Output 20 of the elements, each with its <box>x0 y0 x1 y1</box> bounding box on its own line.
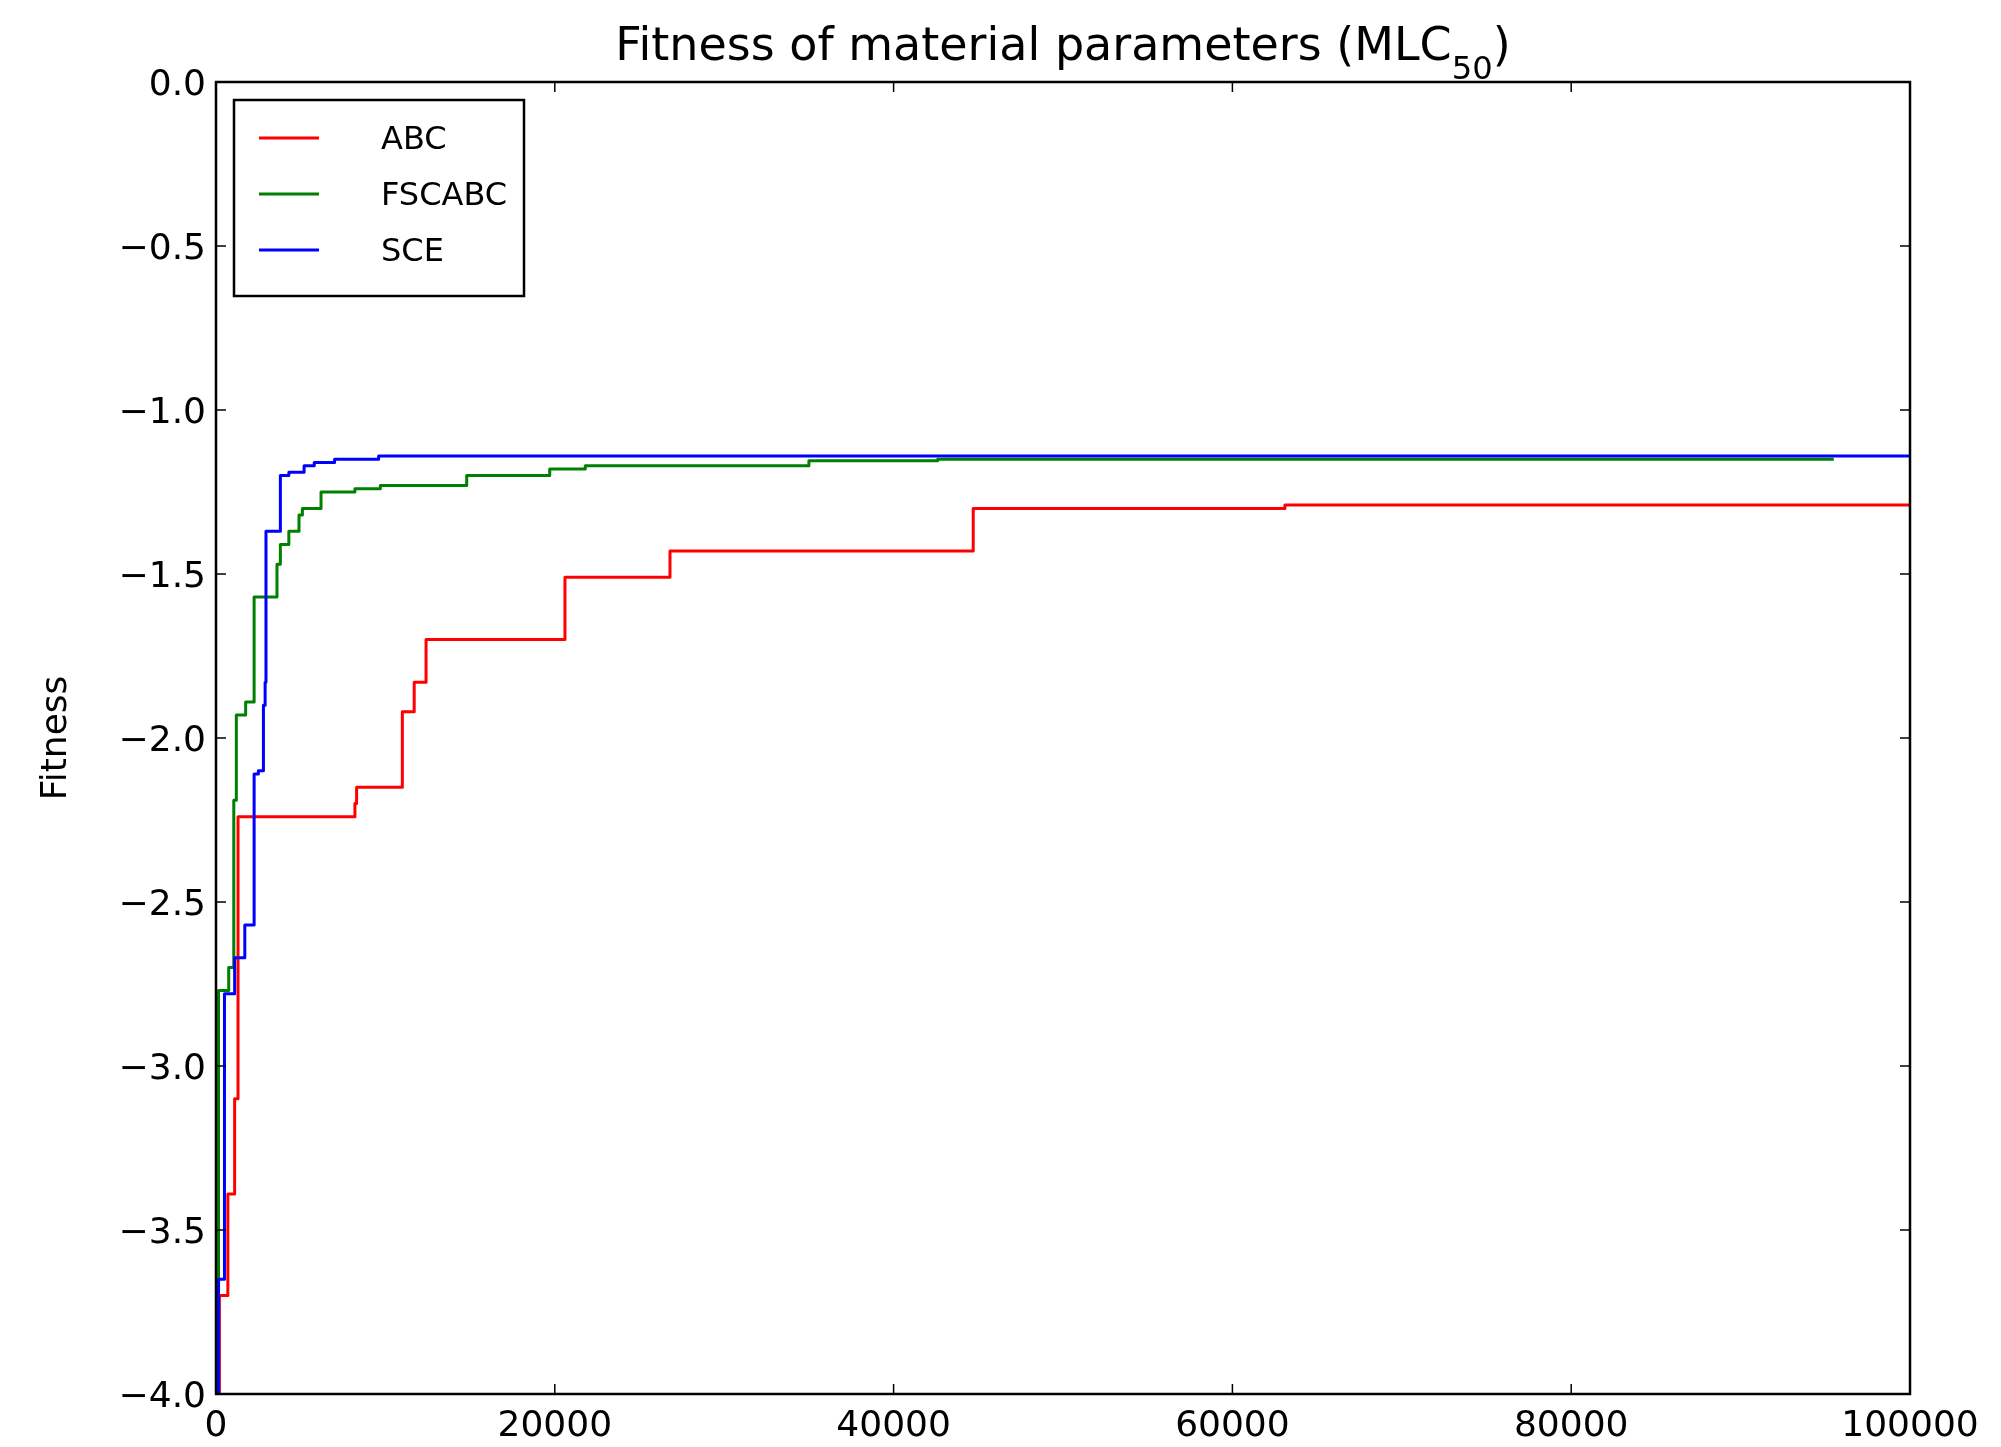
y-tick-label: −4.0 <box>118 1373 206 1415</box>
x-tick-label: 100000 <box>1841 1403 1979 1444</box>
y-tick-label: 0.0 <box>148 61 206 103</box>
x-tick-label: 40000 <box>836 1403 951 1444</box>
y-tick-label: −2.5 <box>118 881 206 923</box>
y-tick-label: −3.0 <box>118 1045 206 1087</box>
chart-title: Fitness of material parameters (MLC$_{50}$) <box>615 17 1511 87</box>
legend-label: SCE <box>381 231 444 270</box>
y-tick-label: −3.5 <box>118 1209 206 1251</box>
x-tick-label: 80000 <box>1513 1403 1629 1444</box>
x-tick-label: 60000 <box>1175 1403 1290 1444</box>
y-tick-label: −0.5 <box>118 225 206 267</box>
x-tick-label: 20000 <box>497 1403 613 1444</box>
y-tick-label: −1.5 <box>118 553 206 595</box>
legend-label: ABC <box>381 119 447 158</box>
y-tick-label: −2.0 <box>118 717 206 759</box>
y-axis-title: Fitness <box>33 675 74 801</box>
legend-label: FSCABC <box>381 175 508 214</box>
x-tick-label: 0 <box>204 1403 228 1444</box>
y-tick-label: −1.0 <box>118 389 206 431</box>
